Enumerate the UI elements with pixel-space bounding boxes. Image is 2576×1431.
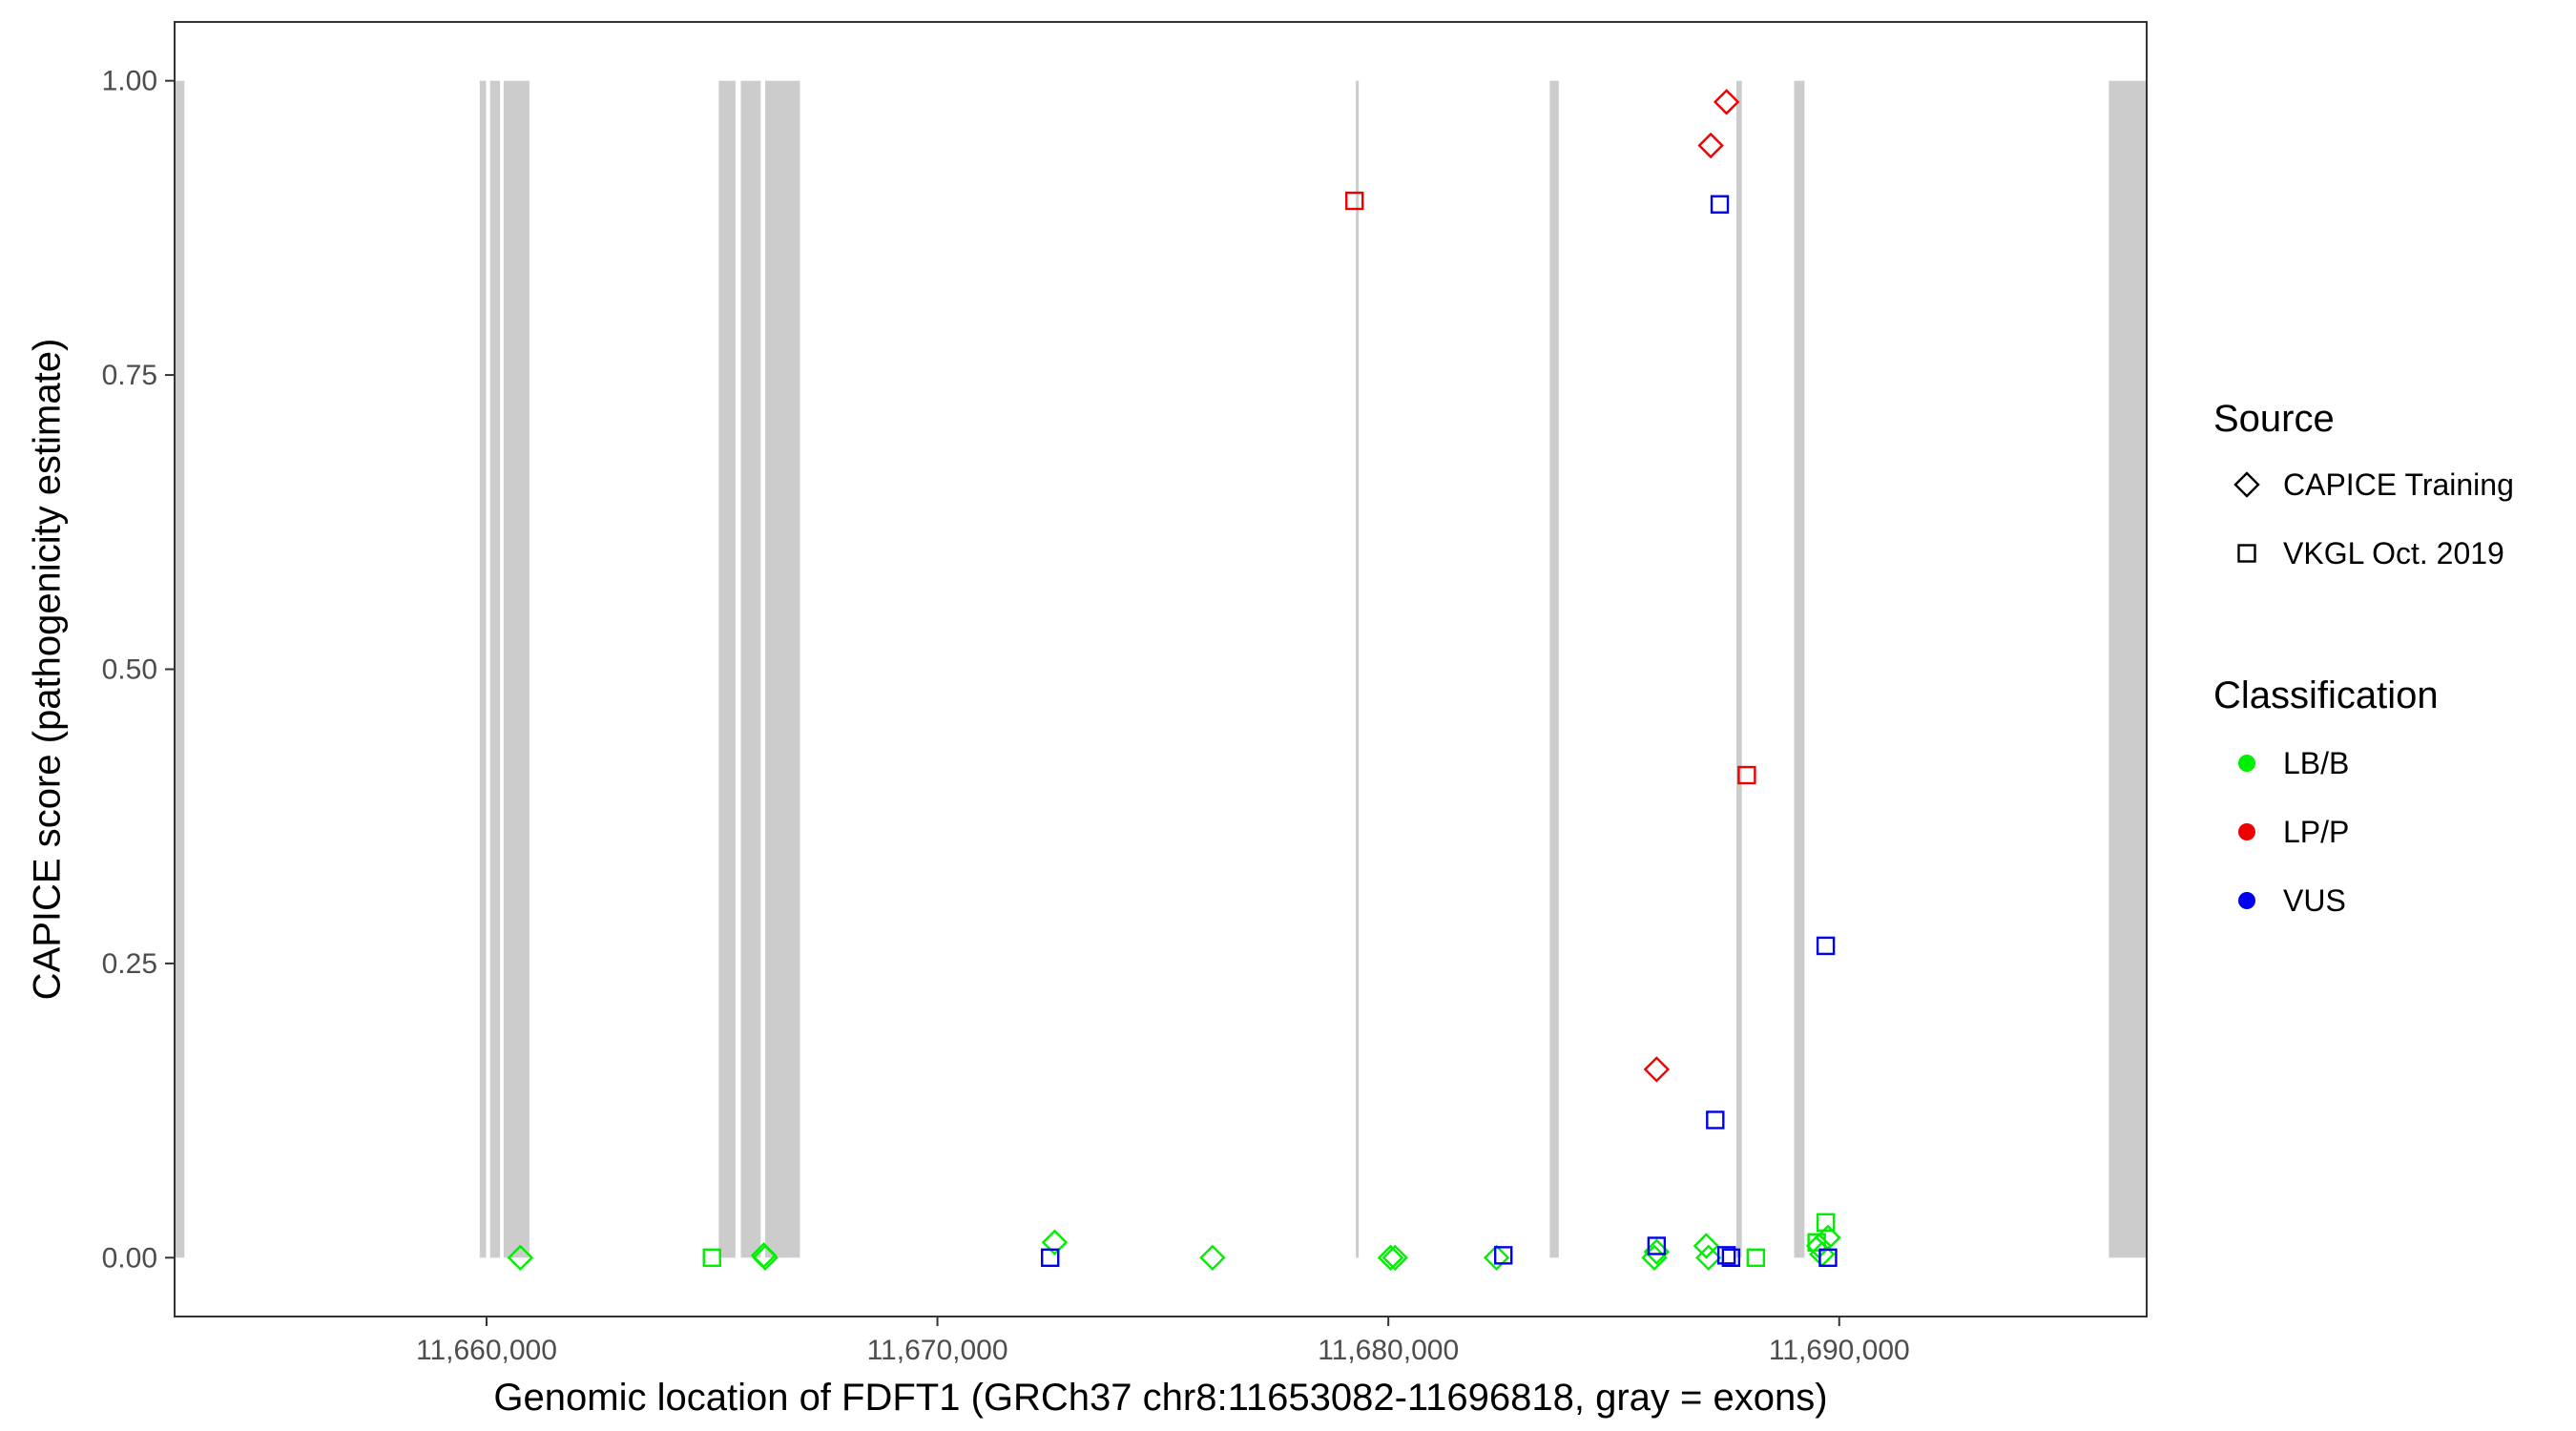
legend-key-dot: [2238, 755, 2255, 772]
legend-source-label: VKGL Oct. 2019: [2283, 536, 2504, 570]
exon-bands: [175, 80, 2147, 1258]
x-tick-label: 11,680,000: [1318, 1335, 1459, 1366]
legend-key-dot: [2238, 892, 2255, 909]
data-point: [1377, 1244, 1404, 1272]
exon-band: [175, 80, 185, 1258]
exon-band: [1736, 80, 1742, 1258]
data-point: [1345, 191, 1364, 211]
data-point: [1493, 1246, 1513, 1265]
data-point: [1041, 1229, 1069, 1255]
data-point: [1713, 89, 1740, 115]
data-point: [1695, 1244, 1722, 1272]
exon-band: [2109, 80, 2147, 1258]
legend-key-diamond: [2233, 471, 2260, 498]
data-point: [1643, 1056, 1671, 1083]
legend-source-label: CAPICE Training: [2283, 467, 2514, 502]
legend-key-dot: [2238, 823, 2255, 840]
data-point: [507, 1244, 534, 1272]
data-point: [702, 1248, 721, 1268]
data-point: [1816, 936, 1836, 956]
exon-band: [489, 80, 501, 1258]
data-point: [1199, 1244, 1226, 1272]
exon-band: [765, 80, 800, 1258]
plot-panel-border: [174, 21, 2148, 1317]
exon-band: [479, 80, 487, 1258]
legend-source-title: Source: [2213, 398, 2335, 440]
data-point: [1697, 132, 1724, 159]
data-point: [1721, 1248, 1741, 1268]
legend-key-square: [2237, 544, 2256, 563]
exon-band: [1549, 80, 1559, 1258]
data-point: [1041, 1248, 1060, 1268]
x-tick-label: 11,660,000: [416, 1335, 557, 1366]
exon-band: [740, 80, 761, 1258]
y-axis-title: CAPICE score (pathogenicity estimate): [27, 339, 69, 1001]
y-tick-label: 0.25: [102, 948, 157, 980]
data-point: [1710, 195, 1730, 214]
y-tick-label: 0.75: [102, 360, 157, 391]
data-point: [1737, 765, 1756, 785]
y-tick-label: 1.00: [102, 66, 157, 97]
data-point: [1381, 1244, 1408, 1272]
data-point: [1647, 1236, 1667, 1255]
data-point: [1816, 1213, 1836, 1233]
x-tick-label: 11,670,000: [867, 1335, 1008, 1366]
axes: 11,660,000 11,670,000 11,680,000 11,690,000…: [102, 66, 1910, 1366]
exon-band: [1794, 80, 1805, 1258]
legend-classification-label: VUS: [2283, 883, 2346, 918]
data-point: [1706, 1110, 1725, 1130]
legend-classification-label: LB/B: [2283, 746, 2349, 780]
data-points: [507, 89, 1841, 1272]
x-tick-label: 11,690,000: [1769, 1335, 1910, 1366]
y-tick-label: 0.50: [102, 654, 157, 686]
y-tick-label: 0.00: [102, 1242, 157, 1274]
data-point: [1716, 1246, 1736, 1265]
exon-band: [718, 80, 736, 1258]
data-point: [1483, 1244, 1510, 1272]
data-point: [1807, 1233, 1826, 1252]
x-axis-title: Genomic location of FDFT1 (GRCh37 chr8:1…: [493, 1377, 1827, 1419]
legend-classification-label: LP/P: [2283, 815, 2349, 849]
data-point: [1693, 1233, 1720, 1259]
legend: Source Classification CAPICE Training VKG…: [2213, 398, 2514, 918]
data-point: [1746, 1248, 1766, 1268]
exon-band: [1356, 80, 1360, 1258]
exon-band: [503, 80, 530, 1258]
legend-classification-title: Classification: [2213, 674, 2439, 716]
data-point: [752, 1244, 779, 1272]
data-point: [1818, 1248, 1838, 1268]
